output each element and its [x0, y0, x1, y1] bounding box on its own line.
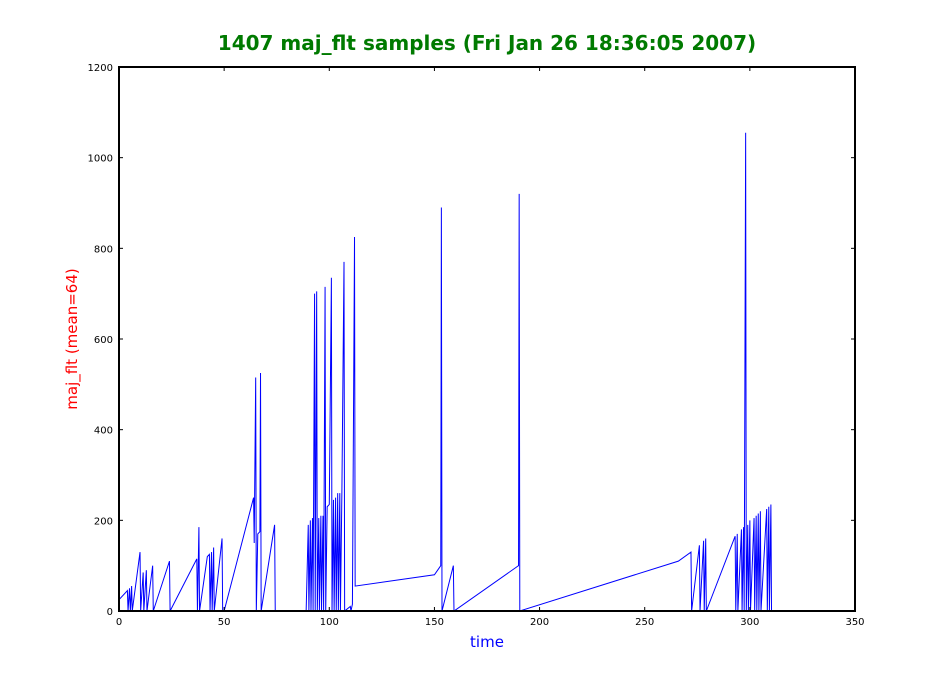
- y-tick-label: 400: [94, 426, 113, 437]
- y-axis-label: maj_flt (mean=64): [63, 268, 82, 409]
- y-tick-label: 200: [94, 516, 113, 527]
- plot-area: [118, 66, 856, 613]
- y-tick-label: 1000: [88, 154, 113, 165]
- x-tick-label: 250: [635, 617, 654, 628]
- y-tick-label: 800: [94, 244, 113, 255]
- x-tick-label: 150: [425, 617, 444, 628]
- y-tick-label: 0: [107, 607, 113, 618]
- x-tick-label: 0: [116, 617, 122, 628]
- x-tick-label: 200: [530, 617, 549, 628]
- x-tick-label: 50: [218, 617, 231, 628]
- chart-title: 1407 maj_flt samples (Fri Jan 26 18:36:0…: [218, 31, 756, 55]
- y-tick-label: 600: [94, 335, 113, 346]
- axis-ticks: 0 50 100 150 200 250 300 350 0 200 400 600 800 1000 12…: [88, 63, 865, 628]
- x-axis-label: time: [470, 633, 504, 651]
- series-line-0: [118, 132, 855, 613]
- x-tick-label: 300: [740, 617, 759, 628]
- x-tick-label: 350: [845, 617, 864, 628]
- y-tick-label: 1200: [88, 63, 113, 74]
- x-tick-label: 100: [320, 617, 339, 628]
